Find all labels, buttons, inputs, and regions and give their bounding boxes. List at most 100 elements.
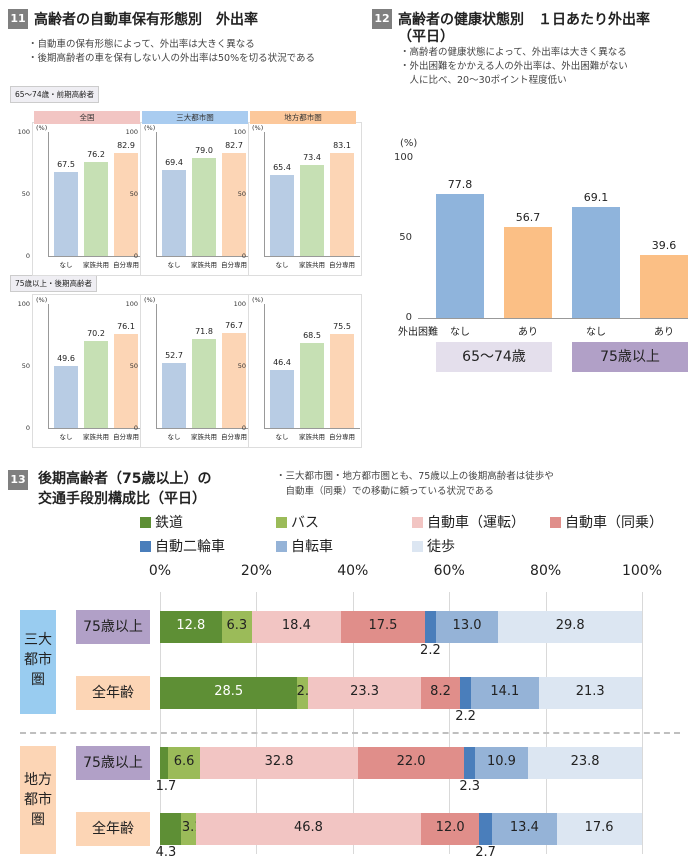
segment-value: 12.0 — [435, 820, 465, 835]
legend-label: 自動車（運転） — [427, 515, 525, 531]
legend-item-3: 自動車（運転） — [412, 512, 525, 532]
section-12-note-3: 人に比べ、20～30ポイント程度低い — [400, 75, 567, 86]
stack-segment — [435, 611, 499, 643]
small-chart-value: 69.4 — [165, 157, 183, 167]
stack-segment — [160, 677, 298, 709]
health-chart-category: あり — [518, 327, 538, 338]
small-chart-x-axis — [156, 256, 252, 257]
stack-segment — [168, 747, 200, 779]
small-chart-category: 家族共用 — [191, 261, 217, 269]
small-chart-bar — [222, 153, 246, 256]
small-chart-category: なし — [59, 261, 73, 269]
small-chart-tick: 0 — [25, 424, 30, 432]
small-chart-bar — [84, 161, 108, 256]
grid-line — [545, 592, 547, 854]
small-chart-category: 自分専用 — [329, 433, 355, 441]
small-chart-x-axis — [156, 428, 252, 429]
health-chart-value: 39.6 — [651, 238, 677, 252]
row-label: 75歳以上 — [76, 746, 150, 780]
legend-swatch — [412, 517, 423, 528]
stack-segment — [180, 813, 196, 845]
stack-segment — [498, 611, 642, 643]
axis-tick-label: 40% — [337, 563, 369, 579]
segment-value: 1.7 — [155, 779, 177, 794]
stack-segment — [492, 813, 557, 845]
small-chart-category: 自分専用 — [221, 433, 247, 441]
small-chart-category: 家族共用 — [83, 433, 109, 441]
stack-segment — [479, 813, 493, 845]
segment-value: 23.3 — [350, 684, 380, 699]
legend-item-5: 自動二輪車 — [140, 536, 225, 556]
legend-swatch — [140, 541, 151, 552]
small-chart-tick: 100 — [17, 300, 30, 308]
legend-swatch — [276, 541, 287, 552]
health-group-early: 65～74歳 — [436, 342, 552, 372]
legend-label: 鉄道 — [155, 515, 183, 531]
small-chart-category: 自分専用 — [113, 261, 139, 269]
small-chart-x-axis — [264, 428, 360, 429]
small-chart-unit: (%) — [252, 124, 264, 132]
grid-line — [642, 592, 643, 854]
small-chart-tick: 100 — [233, 300, 246, 308]
group-label-late: 75歳以上・後期高齢者 — [10, 275, 98, 292]
small-chart-unit: (%) — [252, 296, 264, 304]
small-chart-value: 70.2 — [87, 328, 105, 338]
grid-line — [160, 592, 161, 854]
legend-item-4: 自動車（同乗） — [550, 512, 663, 532]
axis-tick-label: 80% — [530, 563, 562, 579]
legend-label: 自転車 — [291, 539, 333, 555]
legend-item-1: 鉄道 — [140, 512, 183, 532]
stack-segment — [200, 747, 359, 779]
health-chart-tick: 100 — [394, 152, 414, 163]
small-chart-y-axis — [48, 132, 49, 256]
area-label-regional: 地方都市圏 — [20, 746, 56, 854]
health-chart-category: あり — [654, 327, 674, 338]
health-chart-category: なし — [586, 327, 606, 338]
small-chart-y-axis — [264, 304, 265, 428]
small-chart-value: 75.5 — [333, 322, 351, 332]
row-label: 75歳以上 — [76, 610, 150, 644]
stack-segment — [297, 677, 309, 709]
small-chart-tick: 50 — [21, 190, 30, 198]
section-13-note-2: 自動車（同乗）での移動に頼っている状況である — [276, 486, 494, 497]
health-chart-bar — [504, 227, 552, 318]
small-chart-bar — [330, 334, 354, 428]
small-chart-value: 65.4 — [273, 162, 291, 172]
stack-segment — [195, 813, 422, 845]
stack-segment — [425, 611, 436, 643]
small-chart-bar — [270, 370, 294, 428]
section-11-note-1: ・自動車の保有形態によって、外出率は大きく異なる — [28, 39, 255, 50]
small-chart-bar — [162, 169, 186, 256]
small-chart-tick: 50 — [21, 362, 30, 370]
small-chart-category: 自分専用 — [329, 261, 355, 269]
stack-segment — [420, 677, 461, 709]
stack-segment — [421, 813, 480, 845]
segment-value: 23.8 — [570, 754, 600, 769]
small-chart-value: 52.7 — [165, 350, 183, 360]
section-11-number: 11 — [8, 9, 28, 29]
small-chart-value: 83.1 — [333, 140, 351, 150]
small-chart-bar — [114, 333, 138, 428]
health-chart-category: なし — [450, 327, 470, 338]
legend-label: 自動二輪車 — [155, 539, 225, 555]
stack-segment — [527, 747, 643, 779]
small-chart-unit: (%) — [36, 296, 48, 304]
segment-value: 13.4 — [509, 820, 539, 835]
health-chart-x-prefix: 外出困難 — [398, 327, 438, 338]
row-label: 全年齢 — [76, 676, 150, 710]
stack-segment — [358, 747, 465, 779]
health-chart-bar — [572, 207, 620, 318]
grid-line — [352, 592, 354, 854]
group-label-early: 65～74歳・前期高齢者 — [10, 86, 100, 103]
small-chart-unit: (%) — [144, 124, 156, 132]
segment-value: 13.0 — [452, 618, 482, 633]
small-chart-value: 68.5 — [303, 331, 321, 341]
small-chart-area-label: 地方都市圏 — [250, 111, 356, 124]
segment-value: 4.3 — [155, 845, 177, 860]
segment-value: 22.0 — [396, 754, 426, 769]
legend-swatch — [412, 541, 423, 552]
segment-value: 46.8 — [293, 820, 323, 835]
small-chart-tick: 100 — [125, 128, 138, 136]
small-chart-value: 76.1 — [117, 321, 135, 331]
small-chart-tick: 100 — [125, 300, 138, 308]
